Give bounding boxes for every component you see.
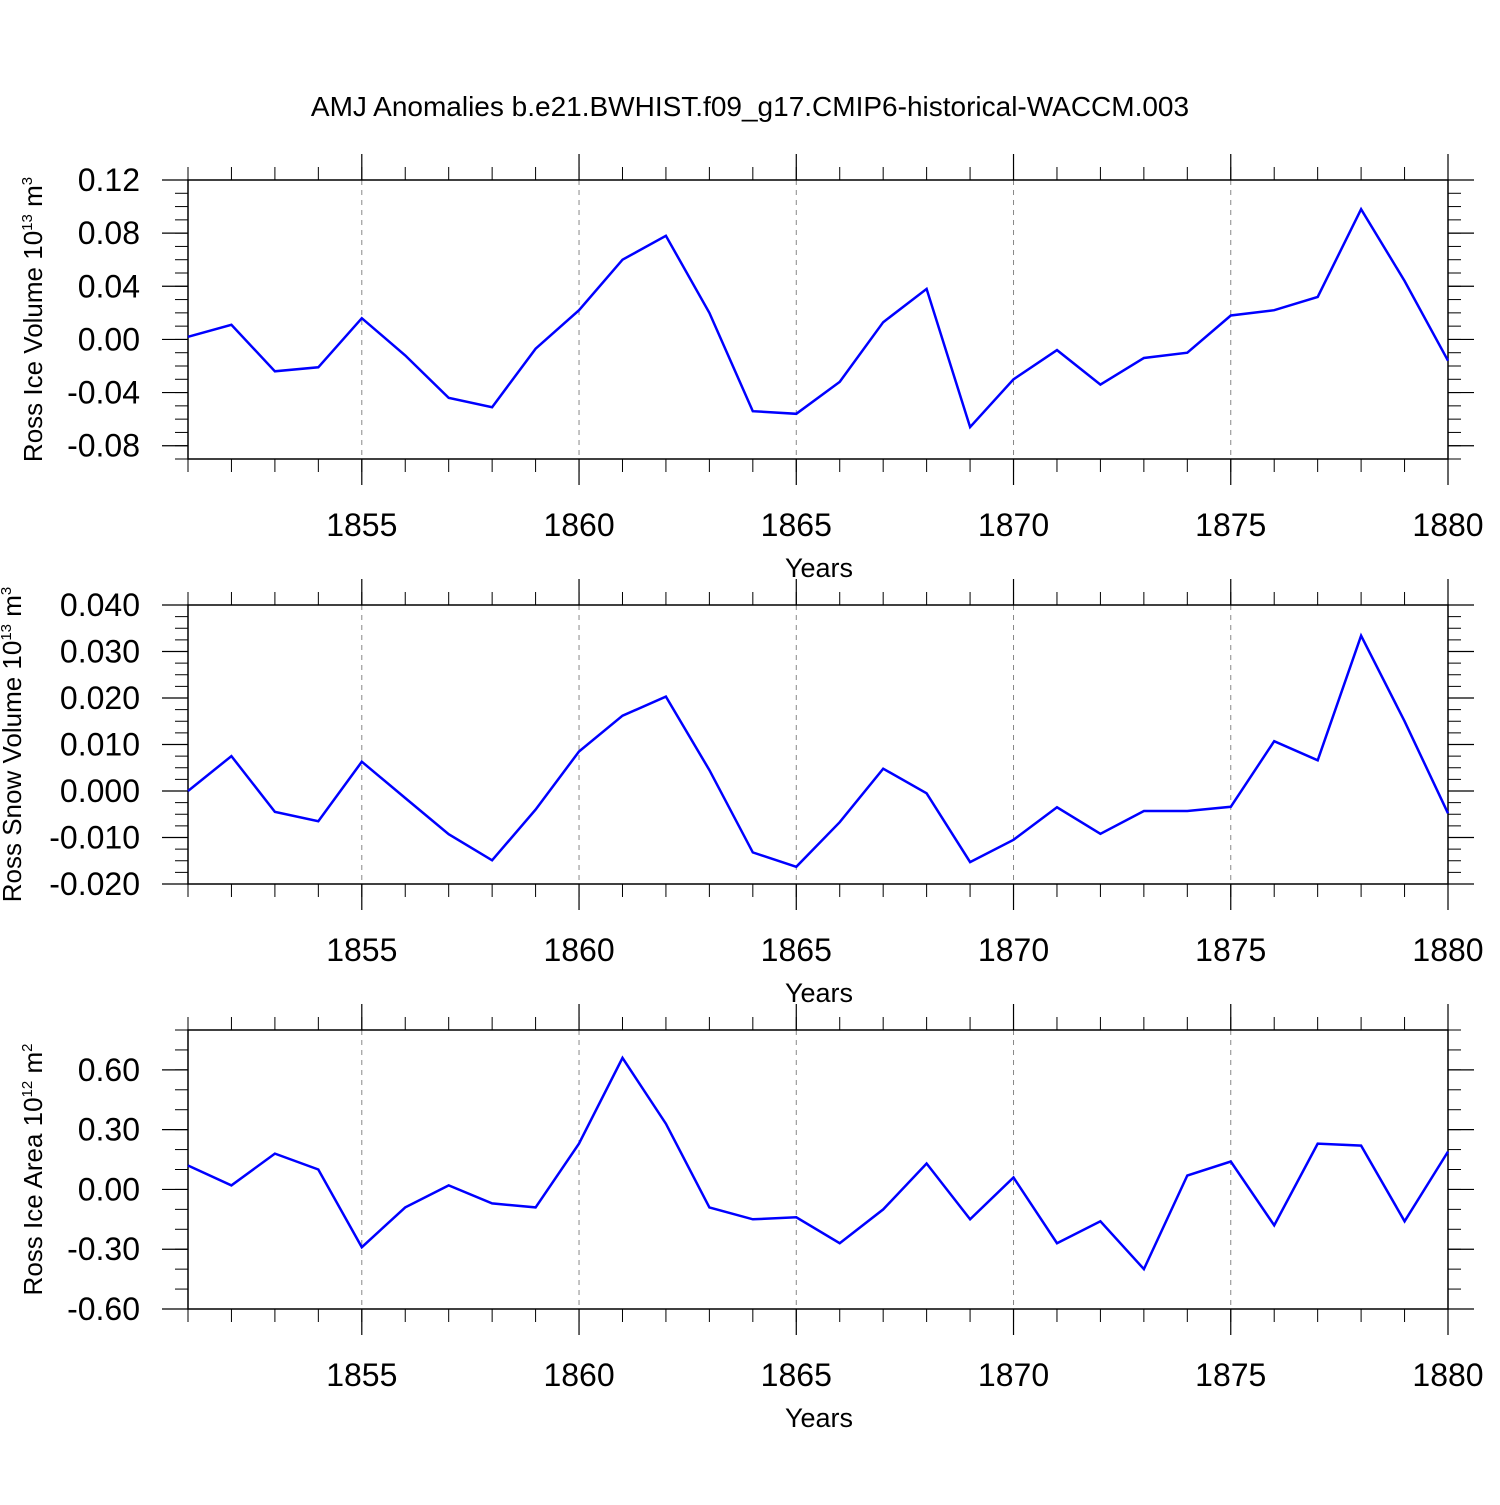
panel-3-frame (187, 1029, 1449, 1310)
panel-1-y-tick-label: -0.04 (67, 375, 140, 411)
panel-2-y-tick-label: -0.010 (49, 820, 140, 856)
panel-1-y-tick-label: 0.08 (78, 215, 140, 251)
panel-1-x-tick-label: 1880 (1412, 507, 1483, 543)
panel-2-x-tick-label: 1860 (543, 932, 614, 968)
panel-1-y-tick-label: 0.04 (78, 268, 140, 304)
panel-1-y-tick-label: 0.12 (78, 162, 140, 198)
panel-1-y-tick-label: -0.08 (67, 428, 140, 464)
panel-3-x-axis-title: Years (785, 1403, 853, 1433)
panel-1-series-line (187, 206, 1450, 430)
panel-1-x-axis-title: Years (785, 553, 853, 583)
panel-3-y-axis-title: Ross Ice Area 1012 m2 (18, 1044, 48, 1296)
panel-3-series-line (187, 1055, 1450, 1272)
panel-3-x-tick-label: 1880 (1412, 1357, 1483, 1393)
panel-2-x-tick-label: 1870 (978, 932, 1049, 968)
panel-3-x-tick-label: 1860 (543, 1357, 614, 1393)
panel-2-y-tick-label: 0.000 (60, 773, 140, 809)
panel-2-x-tick-label: 1865 (761, 932, 832, 968)
panel-3-x-tick-label: 1855 (326, 1357, 397, 1393)
panel-2-x-axis-title: Years (785, 978, 853, 1008)
panel-2-x-tick-label: 1855 (326, 932, 397, 968)
panel-2-x-tick-label: 1880 (1412, 932, 1483, 968)
panel-2-y-tick-label: 0.010 (60, 727, 140, 763)
panel-2-y-tick-label: 0.030 (60, 634, 140, 670)
panel-1-frame (187, 179, 1449, 460)
panel-3-y-tick-label: 0.30 (78, 1112, 140, 1148)
panel-3-x-tick-label: 1865 (761, 1357, 832, 1393)
panel-2: 1855 1860 1865 1870 1875 1880 -0.020 -0.010 0.00… (0, 579, 1484, 1008)
panel-3-y-tick-label: 0.60 (78, 1052, 140, 1088)
panel-1-x-tick-label: 1855 (326, 507, 397, 543)
panel-3-x-tick-label: 1875 (1195, 1357, 1266, 1393)
panel-3-y-tick-label: 0.00 (78, 1171, 140, 1207)
panel-1-y-tick-label: 0.00 (78, 321, 140, 357)
panel-1-x-tick-label: 1865 (761, 507, 832, 543)
panel-2-x-tick-label: 1875 (1195, 932, 1266, 968)
panel-2-frame (187, 604, 1449, 885)
panel-2-series-line (187, 632, 1450, 869)
panel-1-x-tick-label: 1860 (543, 507, 614, 543)
panel-1-x-tick-label: 1870 (978, 507, 1049, 543)
panel-3-y-tick-label: -0.60 (67, 1291, 140, 1327)
panel-2-y-axis-title: Ross Snow Volume 1013 m3 (0, 587, 27, 903)
panel-3-x-tick-label: 1870 (978, 1357, 1049, 1393)
panel-1-x-tick-label: 1875 (1195, 507, 1266, 543)
panel-2-y-tick-label: 0.040 (60, 587, 140, 623)
panel-1: 1855 1860 1865 1870 1875 1880 -0.08 -0.04 0.00 0.… (18, 154, 1484, 583)
panel-3: 1855 1860 1865 1870 1875 1880 -0.60 -0.30 0.00 0.… (18, 1004, 1484, 1433)
panel-2-y-tick-label: 0.020 (60, 680, 140, 716)
panel-2-y-tick-label: -0.020 (49, 866, 140, 902)
panel-3-y-tick-label: -0.30 (67, 1231, 140, 1267)
figure-title: AMJ Anomalies b.e21.BWHIST.f09_g17.CMIP6… (311, 91, 1189, 122)
panel-1-y-axis-title: Ross Ice Volume 1013 m3 (18, 177, 48, 462)
